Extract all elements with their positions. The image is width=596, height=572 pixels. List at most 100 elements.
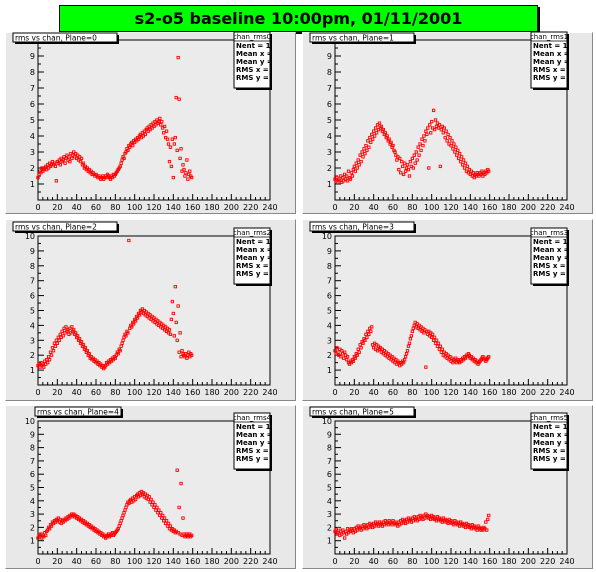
x-tick-label: 160 bbox=[185, 203, 200, 212]
y-tick-label: 6 bbox=[327, 292, 332, 301]
data-point bbox=[340, 349, 344, 353]
data-point bbox=[445, 139, 449, 143]
data-point bbox=[428, 123, 432, 127]
y-tick-label: 2 bbox=[327, 523, 332, 532]
data-point bbox=[171, 175, 175, 180]
data-point bbox=[361, 341, 365, 345]
data-point bbox=[425, 329, 429, 334]
y-tick-label: 6 bbox=[30, 292, 35, 301]
data-point bbox=[168, 332, 173, 336]
data-point bbox=[85, 349, 89, 353]
data-point bbox=[45, 358, 49, 362]
x-tick-label: 20 bbox=[349, 557, 359, 566]
x-tick-label: 40 bbox=[369, 203, 379, 212]
data-point bbox=[367, 145, 371, 149]
x-tick-label: 0 bbox=[332, 388, 337, 397]
stats-entry: Mean x = 79.5 bbox=[236, 50, 293, 58]
data-point bbox=[72, 328, 76, 332]
data-point bbox=[357, 350, 361, 354]
x-tick-label: 160 bbox=[482, 203, 497, 212]
data-point bbox=[344, 174, 349, 178]
data-point bbox=[121, 338, 125, 342]
data-point bbox=[41, 362, 45, 366]
plot-title-box bbox=[34, 406, 122, 417]
stats-entry: Nent = 160 bbox=[236, 238, 280, 246]
y-tick-label: 5 bbox=[30, 484, 35, 493]
x-tick-label: 80 bbox=[407, 388, 417, 397]
data-point bbox=[436, 341, 441, 345]
data-point bbox=[164, 519, 169, 523]
data-point bbox=[360, 150, 364, 154]
data-point bbox=[52, 161, 57, 165]
plot-title: rms vs chan, Plane=2 bbox=[15, 223, 97, 232]
y-tick-label: 3 bbox=[327, 510, 332, 519]
plot-title: rms vs chan, Plane=1 bbox=[312, 34, 394, 43]
data-point bbox=[172, 142, 176, 146]
data-point bbox=[365, 148, 369, 153]
x-tick-label: 20 bbox=[52, 557, 62, 566]
x-tick-label: 120 bbox=[146, 388, 161, 397]
data-point bbox=[485, 528, 489, 532]
data-point bbox=[157, 508, 161, 512]
chart-plane-4: 0 20 40 60 80 100 120 140 160 180 200 220 240 1 2 3 4 5 6 7… bbox=[25, 406, 278, 566]
data-point bbox=[419, 148, 423, 153]
data-point bbox=[78, 159, 83, 164]
stats-entry: RMS y = 0.5098 bbox=[533, 455, 595, 463]
data-point bbox=[381, 127, 385, 132]
data-point bbox=[162, 131, 166, 135]
x-tick-label: 0 bbox=[332, 557, 337, 566]
y-tick-label: 10 bbox=[25, 232, 35, 241]
x-tick-label: 160 bbox=[482, 388, 497, 397]
x-tick-label: 40 bbox=[369, 388, 379, 397]
data-point bbox=[118, 349, 122, 353]
data-point bbox=[406, 167, 411, 172]
data-point bbox=[58, 163, 62, 167]
data-point bbox=[436, 126, 441, 130]
data-point bbox=[371, 137, 375, 141]
data-point bbox=[119, 344, 123, 348]
data-point bbox=[181, 516, 185, 520]
data-point bbox=[346, 169, 351, 173]
x-tick-label: 0 bbox=[35, 203, 40, 212]
x-tick-label: 100 bbox=[127, 557, 142, 566]
data-point bbox=[368, 135, 372, 140]
data-point bbox=[442, 126, 446, 130]
data-point bbox=[190, 353, 194, 357]
data-point bbox=[425, 132, 429, 137]
data-point bbox=[365, 335, 369, 339]
data-point bbox=[135, 316, 140, 320]
data-point bbox=[387, 137, 391, 141]
data-point bbox=[75, 334, 80, 338]
x-tick-label: 60 bbox=[388, 203, 398, 212]
data-point bbox=[438, 344, 443, 348]
data-point bbox=[173, 285, 177, 289]
x-tick-label: 200 bbox=[224, 388, 239, 397]
data-point bbox=[124, 334, 128, 338]
data-point bbox=[432, 335, 437, 339]
chart-plane-0: 0 20 40 60 80 100 120 140 160 180 200 220 240 1 2 3 4 5 6 7… bbox=[12, 31, 293, 212]
data-point bbox=[458, 151, 462, 156]
data-point bbox=[461, 158, 466, 162]
y-tick-label: 8 bbox=[30, 262, 35, 271]
data-point bbox=[434, 338, 439, 342]
plot-title-box bbox=[309, 221, 415, 232]
data-point bbox=[484, 520, 488, 524]
x-tick-label: 20 bbox=[349, 388, 359, 397]
x-tick-label: 160 bbox=[185, 557, 200, 566]
data-point bbox=[68, 159, 72, 164]
data-point bbox=[58, 332, 62, 336]
y-tick-label: 7 bbox=[30, 457, 35, 466]
x-tick-label: 80 bbox=[110, 203, 120, 212]
data-point bbox=[190, 175, 194, 180]
data-point bbox=[462, 166, 467, 170]
y-tick-label: 3 bbox=[30, 148, 35, 157]
stats-entry: Nent = 160 bbox=[533, 238, 577, 246]
data-point bbox=[432, 127, 437, 132]
data-point bbox=[157, 119, 161, 124]
data-point bbox=[50, 346, 55, 350]
data-point bbox=[430, 332, 435, 336]
data-point bbox=[128, 145, 132, 149]
data-point bbox=[437, 123, 442, 127]
